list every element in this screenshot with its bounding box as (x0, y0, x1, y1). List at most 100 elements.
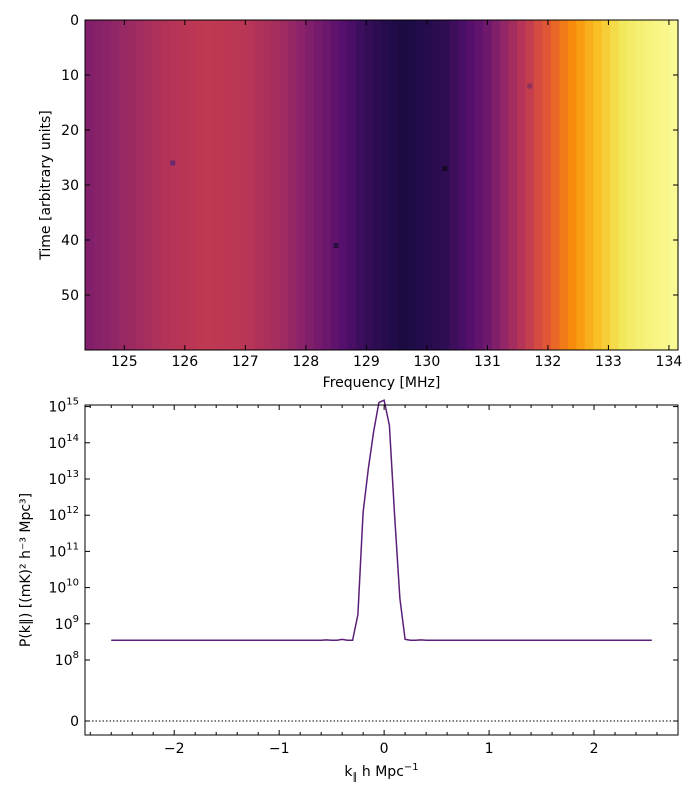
heatmap-channel (559, 20, 569, 350)
heatmap-channel (271, 20, 281, 350)
x-tick-label: 125 (111, 354, 138, 370)
heatmap-channel (466, 20, 476, 350)
heatmap-channel (593, 20, 603, 350)
heatmap-channel (381, 20, 391, 350)
heatmap-channel (152, 20, 162, 350)
y-tick-label: 108 (55, 650, 79, 669)
heatmap-channel (288, 20, 298, 350)
heatmap-channel (135, 20, 145, 350)
heatmap-channel (322, 20, 332, 350)
y-tick-label: 30 (61, 178, 79, 194)
y-tick-label: 50 (61, 288, 79, 304)
heatmap-channel (474, 20, 484, 350)
heatmap-channel (508, 20, 518, 350)
heatmap-channel (330, 20, 340, 350)
heatmap-channel (356, 20, 366, 350)
heatmap-channel (432, 20, 442, 350)
heatmap-channel (449, 20, 459, 350)
heatmap-channel (186, 20, 196, 350)
x-tick-label: 2 (590, 741, 599, 757)
heatmap-channel (195, 20, 205, 350)
flagged-pixel (527, 83, 533, 89)
heatmap-channel (93, 20, 103, 350)
heatmap-channel (627, 20, 637, 350)
heatmap-channel (178, 20, 188, 350)
y-tick-label: 1012 (48, 505, 79, 524)
y-tick-label: 1013 (48, 469, 79, 488)
heatmap-channel (610, 20, 620, 350)
flagged-pixel (442, 166, 448, 171)
x-tick-label: 128 (292, 354, 319, 370)
spectrum-x-axis-label: k∥ h Mpc−1 (344, 762, 418, 783)
heatmap-channel (576, 20, 586, 350)
heatmap-channel (212, 20, 222, 350)
heatmap-channel (161, 20, 171, 350)
heatmap-channel (533, 20, 544, 350)
x-tick-label: 129 (353, 354, 380, 370)
heatmap-channel (389, 20, 400, 350)
heatmap-channel (127, 20, 137, 350)
heatmap-channel (229, 20, 239, 350)
y-tick-label: 1011 (48, 541, 79, 560)
y-tick-label: 40 (61, 233, 79, 249)
heatmap-channel (644, 20, 654, 350)
heatmap-channel (118, 20, 128, 350)
heatmap-channel (364, 20, 374, 350)
heatmap-channel (245, 20, 256, 350)
x-tick-label: 132 (535, 354, 562, 370)
spectrum-y-axis-label: P(k∥) [(mK)² h⁻³ Mpc³] (18, 493, 34, 647)
heatmap-channel (373, 20, 383, 350)
heatmap-channel (457, 20, 467, 350)
x-tick-label: 126 (171, 354, 198, 370)
heatmap-channel (661, 20, 671, 350)
y-tick-label: 1014 (48, 433, 79, 452)
spectrum-x-ticks: −2 −1 0 1 2 (89, 405, 658, 757)
heatmap-channel (567, 20, 577, 350)
heatmap-channel (550, 20, 560, 350)
heatmap-channel (339, 20, 349, 350)
heatmap-channel (601, 20, 611, 350)
heatmap-channel (203, 20, 213, 350)
x-tick-label: 1 (485, 741, 494, 757)
heatmap-channel (110, 20, 120, 350)
heatmap-panel: 125 126 127 128 129 130 131 132 133 134 0 10 20 30 40… (38, 13, 682, 391)
heatmap-channel (415, 20, 425, 350)
heatmap-channel (279, 20, 289, 350)
heatmap-channel (423, 20, 433, 350)
heatmap-x-axis-label: Frequency [MHz] (323, 375, 441, 391)
spectrum-frame (84, 404, 679, 736)
heatmap-channel (635, 20, 645, 350)
x-tick-label: 131 (474, 354, 501, 370)
heatmap-channel (305, 20, 315, 350)
y-tick-label: 1010 (48, 578, 79, 597)
heatmap-channel (542, 20, 552, 350)
heatmap-y-ticks: 0 10 20 30 40 50 (61, 13, 678, 304)
x-tick-label: −1 (269, 741, 290, 757)
heatmap-channel (237, 20, 247, 350)
y-tick-label: 1015 (48, 397, 79, 416)
y-tick-label: 109 (55, 614, 79, 633)
heatmap-channel (483, 20, 493, 350)
heatmap-channel (220, 20, 230, 350)
flagged-pixel (333, 243, 339, 248)
heatmap-channel (525, 20, 535, 350)
heatmap-channel (491, 20, 501, 350)
heatmap-channel (440, 20, 450, 350)
x-tick-label: 127 (232, 354, 259, 370)
heatmap-channel (398, 20, 408, 350)
heatmap-y-axis-label: Time [arbitrary units] (38, 110, 54, 260)
spectrum-y-ticks: 0 108 109 1010 1011 1012 1013 1014 1015 (48, 397, 678, 730)
heatmap-channel (406, 20, 416, 350)
heatmap-channel (652, 20, 662, 350)
heatmap-cells (85, 20, 679, 350)
heatmap-x-ticks: 125 126 127 128 129 130 131 132 133 134 (111, 20, 682, 370)
x-tick-label: 133 (595, 354, 622, 370)
spectrum-panel: −2 −1 0 1 2 0108109101010111012101310141015 … (18, 397, 679, 783)
heatmap-channel (618, 20, 628, 350)
heatmap-channel (169, 20, 179, 350)
y-tick-label: 20 (61, 123, 79, 139)
x-tick-label: 0 (380, 741, 389, 757)
x-tick-label: −2 (164, 741, 185, 757)
heatmap-channel (313, 20, 323, 350)
